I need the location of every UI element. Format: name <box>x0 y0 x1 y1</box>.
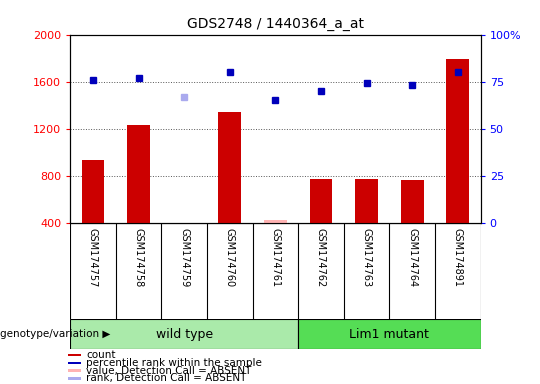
Bar <box>68 362 81 364</box>
Text: count: count <box>86 349 116 360</box>
Bar <box>355 179 378 223</box>
Bar <box>309 179 333 223</box>
Bar <box>264 220 287 223</box>
Text: GSM174891: GSM174891 <box>453 227 463 286</box>
Text: GSM174760: GSM174760 <box>225 227 235 286</box>
Text: GSM174757: GSM174757 <box>88 227 98 287</box>
Text: value, Detection Call = ABSENT: value, Detection Call = ABSENT <box>86 366 252 376</box>
Text: GSM174764: GSM174764 <box>407 227 417 286</box>
Bar <box>68 377 81 379</box>
Bar <box>127 125 150 223</box>
Bar <box>218 112 241 223</box>
Text: genotype/variation ▶: genotype/variation ▶ <box>0 329 110 339</box>
Text: percentile rank within the sample: percentile rank within the sample <box>86 358 262 367</box>
Text: GSM174759: GSM174759 <box>179 227 189 287</box>
Bar <box>447 59 469 223</box>
Bar <box>68 354 81 356</box>
Text: Lim1 mutant: Lim1 mutant <box>349 328 429 341</box>
Title: GDS2748 / 1440364_a_at: GDS2748 / 1440364_a_at <box>187 17 364 31</box>
Text: GSM174762: GSM174762 <box>316 227 326 287</box>
Bar <box>401 180 423 223</box>
Bar <box>173 223 195 225</box>
Text: GSM174761: GSM174761 <box>271 227 280 286</box>
Text: wild type: wild type <box>156 328 213 341</box>
Text: rank, Detection Call = ABSENT: rank, Detection Call = ABSENT <box>86 374 247 384</box>
Bar <box>68 369 81 372</box>
Bar <box>82 161 104 223</box>
Bar <box>298 319 481 349</box>
Text: GSM174763: GSM174763 <box>362 227 372 286</box>
Bar <box>70 319 298 349</box>
Text: GSM174758: GSM174758 <box>133 227 144 287</box>
